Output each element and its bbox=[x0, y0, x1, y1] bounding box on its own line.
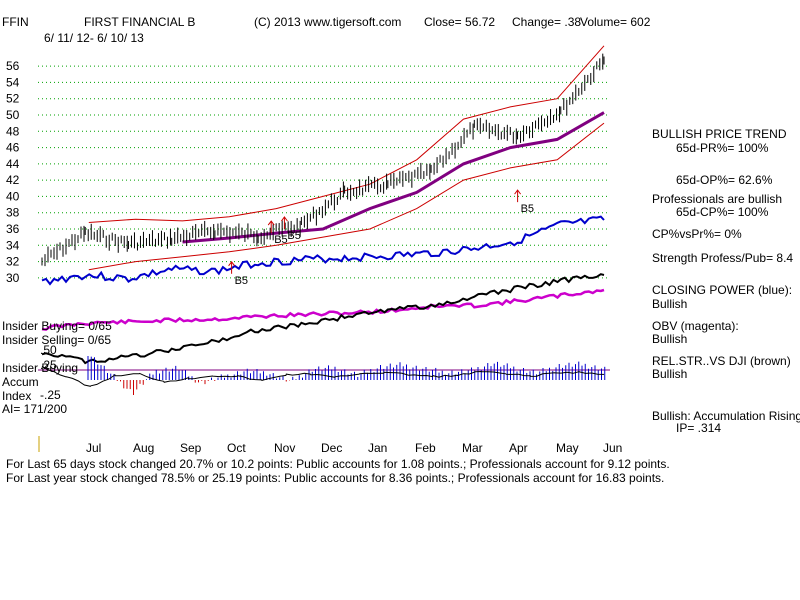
y-tick-label: 54 bbox=[6, 75, 20, 89]
obv-line bbox=[41, 288, 605, 331]
lower-band-line bbox=[88, 122, 605, 271]
y-tick-label: 36 bbox=[6, 222, 20, 236]
y-tick-label: 32 bbox=[6, 255, 20, 269]
signal-label: B5 bbox=[521, 203, 534, 215]
x-tick-label: Feb bbox=[415, 441, 436, 455]
rel-strength-line bbox=[41, 273, 605, 365]
y-tick-label: 48 bbox=[6, 124, 20, 138]
y-tick-label: 50 bbox=[6, 108, 20, 122]
x-tick-label: Dec bbox=[321, 441, 342, 455]
y-tick-label: 44 bbox=[6, 157, 20, 171]
obv-status: Bullish bbox=[652, 332, 688, 346]
signal-label: B5 bbox=[274, 234, 287, 246]
x-tick-label: Jun bbox=[603, 441, 622, 455]
x-tick-label: Mar bbox=[462, 441, 483, 455]
y-tick-label: 38 bbox=[6, 206, 20, 220]
accum-rising: Bullish: Accumulation Rising bbox=[652, 409, 800, 423]
ip-value: IP= .314 bbox=[676, 421, 722, 435]
rel-str-label: REL.STR..VS DJI (brown) bbox=[652, 354, 791, 368]
pr-value: 65d-PR%= 100% bbox=[676, 141, 769, 155]
accum-ma-line bbox=[41, 365, 605, 387]
copyright: (C) 2013 www.tigersoft.com bbox=[254, 15, 402, 29]
signal-arrowhead bbox=[228, 260, 236, 267]
closing-power-label: CLOSING POWER (blue): bbox=[652, 283, 793, 297]
strength-ratio: Strength Profess/Pub= 8.4 bbox=[652, 251, 794, 265]
y-tick-label: 52 bbox=[6, 92, 20, 106]
rel-str-status: Bullish bbox=[652, 367, 688, 381]
accum-label: Accum bbox=[2, 375, 39, 389]
accum-y-label: .25 bbox=[40, 358, 57, 372]
company-name: FIRST FINANCIAL B bbox=[84, 15, 196, 29]
y-tick-label: 56 bbox=[6, 59, 20, 73]
x-tick-label: Sep bbox=[180, 441, 202, 455]
y-tick-label: 30 bbox=[6, 271, 20, 285]
date-range: 6/ 11/ 12- 6/ 10/ 13 bbox=[44, 31, 144, 45]
close-value: Close= 56.72 bbox=[424, 15, 496, 29]
insider-buying-label: Insider Buying bbox=[2, 361, 79, 375]
ai-value: AI= 171/200 bbox=[2, 402, 68, 416]
closing-power-line bbox=[41, 215, 605, 286]
cp-value: 65d-CP%= 100% bbox=[676, 205, 769, 219]
x-tick-label: Nov bbox=[274, 441, 295, 455]
footer-year: For Last year stock changed 78.5% or 25.… bbox=[6, 471, 665, 485]
y-tick-label: 46 bbox=[6, 141, 20, 155]
y-tick-label: 34 bbox=[6, 238, 20, 252]
signal-label: B5 bbox=[287, 230, 300, 242]
signal-arrowhead bbox=[514, 189, 521, 195]
signal-arrowhead bbox=[267, 220, 275, 226]
index-label: Index bbox=[2, 389, 32, 403]
accum-y-label: -.25 bbox=[40, 388, 61, 402]
y-tick-label: 40 bbox=[6, 189, 20, 203]
signal-label: B5 bbox=[235, 275, 248, 287]
obv-label: OBV (magenta): bbox=[652, 319, 739, 333]
trend-title: BULLISH PRICE TREND bbox=[652, 127, 787, 141]
closing-power-status: Bullish bbox=[652, 297, 688, 311]
volume-value: Volume= 602 bbox=[580, 15, 651, 29]
op-value: 65d-OP%= 62.6% bbox=[676, 173, 773, 187]
insider-selling: Insider Selling= 0/65 bbox=[2, 333, 112, 347]
x-tick-label: Oct bbox=[227, 441, 246, 455]
moving-average-line bbox=[182, 111, 605, 244]
footer-65day: For Last 65 days stock changed 20.7% or … bbox=[6, 457, 670, 471]
x-tick-label: Apr bbox=[509, 441, 528, 455]
x-tick-label: Jul bbox=[86, 441, 101, 455]
y-tick-label: 42 bbox=[6, 173, 20, 187]
x-tick-label: Jan bbox=[368, 441, 387, 455]
accum-y-label: .50 bbox=[40, 343, 57, 357]
pros-bullish: Professionals are bullish bbox=[652, 192, 783, 206]
change-value: Change= .38 bbox=[512, 15, 582, 29]
x-tick-label: Aug bbox=[133, 441, 154, 455]
insider-buying: Insider Buying= 0/65 bbox=[2, 319, 112, 333]
x-tick-label: May bbox=[556, 441, 579, 455]
cp-vs-pr: CP%vsPr%= 0% bbox=[652, 227, 742, 241]
signal-arrowhead bbox=[280, 216, 288, 222]
ticker-symbol: FFIN bbox=[2, 15, 29, 29]
upper-band-line bbox=[88, 45, 605, 223]
